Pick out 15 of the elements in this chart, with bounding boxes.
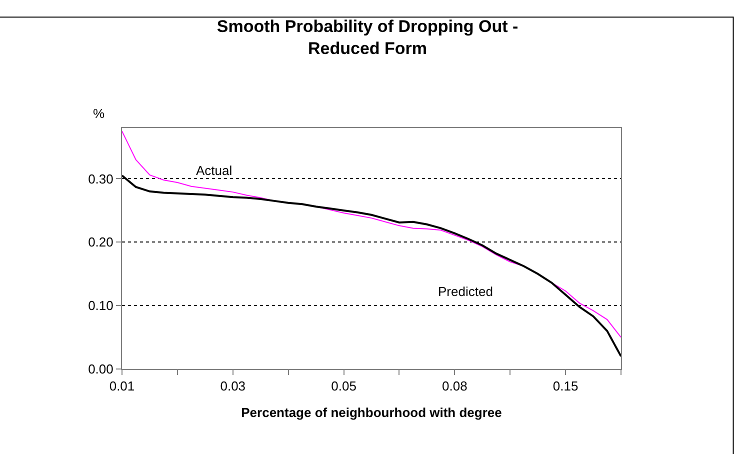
x-axis-title: Percentage of neighbourhood with degree xyxy=(241,405,502,420)
y-tick-label: 0.20 xyxy=(88,234,114,250)
series-label: Actual xyxy=(196,163,232,178)
x-tick-label: 0.01 xyxy=(109,378,135,394)
y-tick-label: 0.30 xyxy=(88,171,114,186)
y-tick-label: 0.00 xyxy=(88,362,114,377)
text: Predicted xyxy=(438,284,493,299)
x-tick-label: 0.03 xyxy=(220,378,246,394)
x-tick-label: 0.15 xyxy=(552,378,578,394)
x-tick-label: 0.05 xyxy=(331,378,356,394)
line-series xyxy=(122,174,621,358)
chart-title: Smooth Probability of Dropping Out - Reduced Form xyxy=(216,16,518,58)
x-tick-label: 0.08 xyxy=(442,378,468,394)
y-axis-title: % xyxy=(93,106,105,121)
y-tick-label: 0.10 xyxy=(88,298,114,314)
